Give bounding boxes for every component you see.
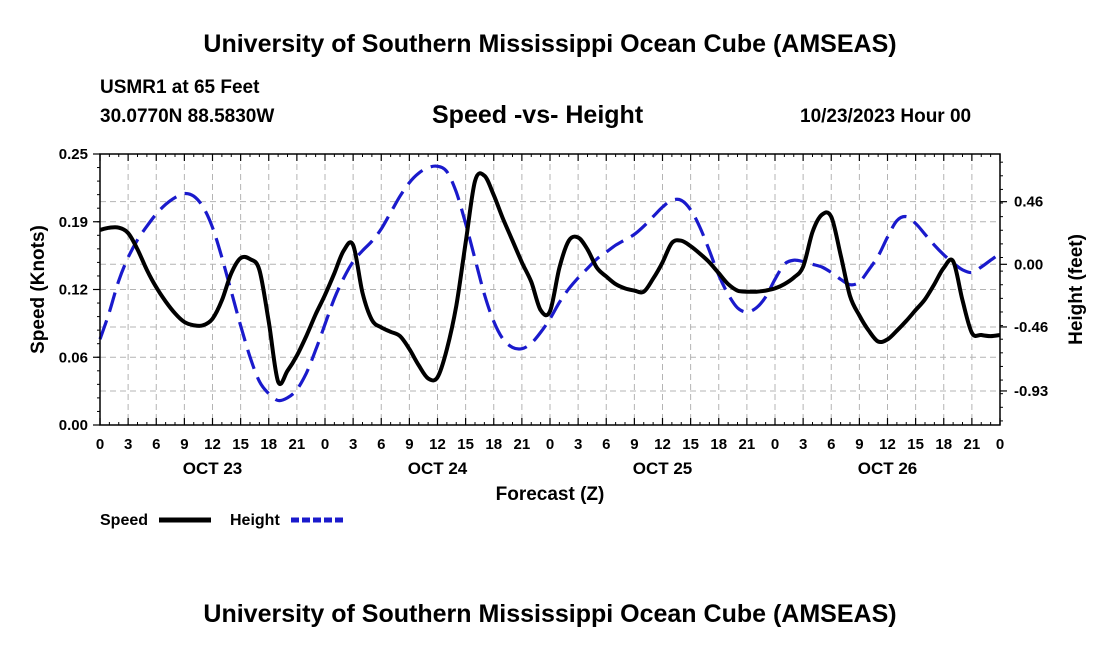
x-tick-label: 9 xyxy=(180,436,188,453)
series-layer xyxy=(98,164,1001,403)
y-tick-label: 0.12 xyxy=(59,282,88,299)
legend: Speed Height xyxy=(100,512,343,529)
day-label: OCT 26 xyxy=(858,459,918,478)
x-tick-label: 3 xyxy=(349,436,357,453)
y-tick-label: 0.00 xyxy=(59,417,88,434)
x-tick-label: 12 xyxy=(204,436,221,453)
day-label: OCT 23 xyxy=(183,459,243,478)
y2-axis-label: Height (feet) xyxy=(1066,234,1087,345)
x-tick-label: 15 xyxy=(232,436,249,453)
x-tick-label: 0 xyxy=(96,436,104,453)
main-title: University of Southern Mississippi Ocean… xyxy=(203,30,897,58)
x-tick-label: 6 xyxy=(152,436,160,453)
x-tick-label: 6 xyxy=(602,436,610,453)
day-label: OCT 25 xyxy=(633,459,693,478)
y2-tick-label: 0.46 xyxy=(1014,194,1043,211)
x-tick-label: 18 xyxy=(260,436,277,453)
height-series-line xyxy=(98,164,1001,403)
x-tick-label: 18 xyxy=(485,436,502,453)
legend-label-height: Height xyxy=(230,512,280,529)
speed-vs-height-chart: 0 3 6 9 12 15 18 21 0 3 6 9 12 15 18 21 0 3 6 9 12 15 18 21 0 3 6 9… xyxy=(28,146,1087,529)
x-tick-label: 18 xyxy=(935,436,952,453)
grid-layer xyxy=(100,154,1000,425)
y-axis-label: Speed (Knots) xyxy=(28,225,49,354)
speed-series-line xyxy=(99,171,1001,386)
x-tick-label: 12 xyxy=(879,436,896,453)
forecast-datetime: 10/23/2023 Hour 00 xyxy=(800,106,972,127)
y-tick-label: 0.25 xyxy=(59,146,88,163)
x-tick-label: 9 xyxy=(855,436,863,453)
x-tick-label: 0 xyxy=(321,436,329,453)
x-tick-label: 15 xyxy=(682,436,699,453)
legend-label-speed: Speed xyxy=(100,512,148,529)
x-tick-label: 21 xyxy=(964,436,981,453)
x-tick-label: 3 xyxy=(124,436,132,453)
x-tick-label: 3 xyxy=(799,436,807,453)
x-tick-label: 15 xyxy=(907,436,924,453)
y-tick-label: 0.06 xyxy=(59,349,88,366)
x-tick-label: 12 xyxy=(654,436,671,453)
x-tick-label: 21 xyxy=(739,436,756,453)
x-tick-label: 21 xyxy=(289,436,306,453)
x-tick-label: 18 xyxy=(710,436,727,453)
x-tick-label: 0 xyxy=(771,436,779,453)
footer-title: University of Southern Mississippi Ocean… xyxy=(203,600,897,628)
x-tick-label: 12 xyxy=(429,436,446,453)
chart-title: Speed -vs- Height xyxy=(432,101,644,129)
x-tick-label: 3 xyxy=(574,436,582,453)
x-tick-label: 6 xyxy=(377,436,385,453)
x-tick-label: 0 xyxy=(996,436,1004,453)
x-tick-label: 15 xyxy=(457,436,474,453)
axis-layer: 0 3 6 9 12 15 18 21 0 3 6 9 12 15 18 21 0 3 6 9 12 15 18 21 0 3 6 9… xyxy=(59,146,1048,478)
y2-tick-label: -0.93 xyxy=(1014,383,1048,400)
x-axis-label: Forecast (Z) xyxy=(496,484,605,505)
x-tick-label: 21 xyxy=(514,436,531,453)
x-tick-label: 0 xyxy=(546,436,554,453)
y2-tick-label: 0.00 xyxy=(1014,256,1043,273)
y2-tick-label: -0.46 xyxy=(1014,319,1048,336)
station-coordinates: 30.0770N 88.5830W xyxy=(100,106,275,127)
day-label: OCT 24 xyxy=(408,459,468,478)
y-tick-label: 0.19 xyxy=(59,214,88,231)
x-tick-label: 9 xyxy=(405,436,413,453)
x-tick-label: 6 xyxy=(827,436,835,453)
x-tick-label: 9 xyxy=(630,436,638,453)
station-name: USMR1 at 65 Feet xyxy=(100,77,260,98)
